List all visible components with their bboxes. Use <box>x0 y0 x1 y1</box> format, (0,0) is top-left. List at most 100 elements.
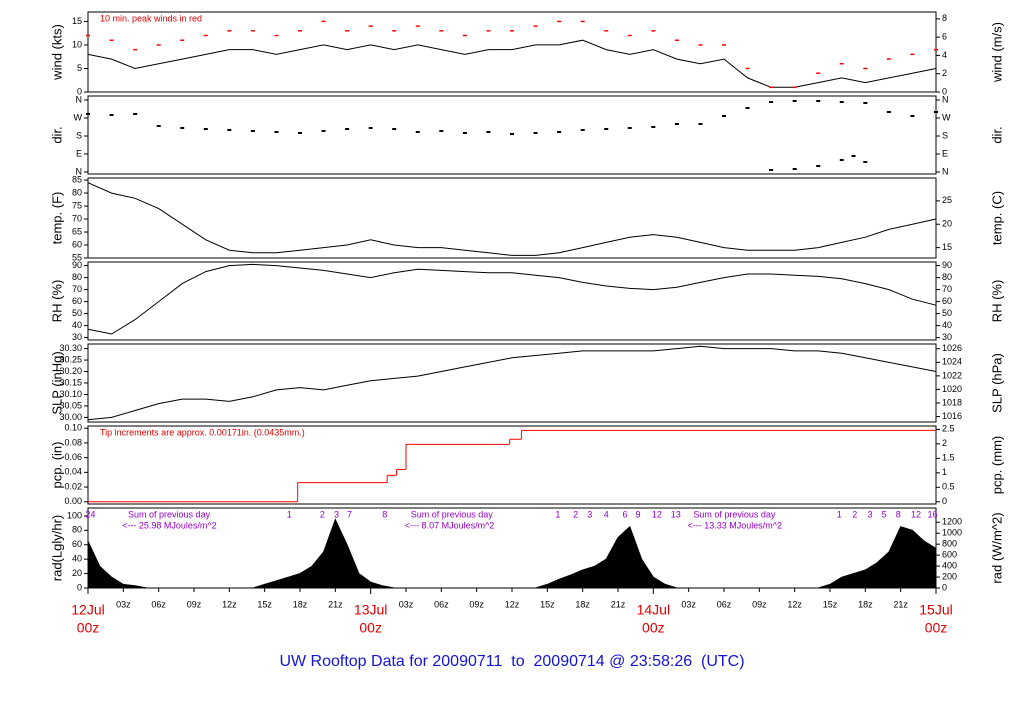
hour-marker: 12 <box>652 509 662 519</box>
y-axis-label: wind (kts) <box>49 24 64 81</box>
y2-tick-label: W <box>942 112 951 122</box>
y2-tick-label: 1 <box>942 467 947 477</box>
y-axis-label: RH (%) <box>49 280 64 323</box>
date-label: 14Jul <box>637 602 670 618</box>
y2-tick-label: 1022 <box>942 370 962 380</box>
dir-point <box>368 127 373 129</box>
y2-tick-label: 90 <box>942 260 952 270</box>
y2-axis-label: rad (W/m^2) <box>989 512 1004 583</box>
daily-sum-value: <--- 8.07 MJoules/m^2 <box>405 520 495 530</box>
time-label: 00z <box>925 620 948 636</box>
dir-point <box>180 127 185 129</box>
x-tick-label: 15z <box>257 599 272 609</box>
y2-tick-label: 800 <box>942 539 957 549</box>
panel-frame <box>87 11 937 93</box>
y2-tick-label: 0 <box>942 86 947 96</box>
y-tick-label: 40 <box>72 320 82 330</box>
dir-point <box>510 133 514 135</box>
y-tick-label: 30.25 <box>59 354 82 364</box>
y-tick-label: 5 <box>77 63 82 73</box>
y2-tick-label: 1026 <box>942 343 962 353</box>
y-tick-label: 30.05 <box>59 400 82 410</box>
y2-tick-label: 2.5 <box>942 424 955 434</box>
daily-sum-title: Sum of previous day <box>128 509 211 519</box>
y-tick-label: 15 <box>72 16 82 26</box>
y-tick-label: N <box>76 166 83 176</box>
y2-tick-label: 1024 <box>942 357 962 367</box>
x-tick-label: 18z <box>575 599 590 609</box>
hour-marker: 1 <box>837 509 842 519</box>
dir-point <box>863 161 868 163</box>
y-tick-label: 70 <box>72 213 82 223</box>
y-tick-label: 65 <box>72 226 82 236</box>
hour-marker: 1 <box>555 509 560 519</box>
y2-tick-label: 6 <box>942 32 947 42</box>
hour-marker: 3 <box>868 509 873 519</box>
dir-point <box>203 128 208 130</box>
time-label: 00z <box>77 620 100 636</box>
dir-point <box>769 169 774 171</box>
date-label: 13Jul <box>354 602 387 618</box>
date-label: 15Jul <box>919 602 952 618</box>
y2-tick-label: 4 <box>942 50 947 60</box>
x-tick-label: 03z <box>399 599 414 609</box>
y2-axis-label: temp. (C) <box>989 191 1004 245</box>
y-tick-label: 80 <box>72 525 82 535</box>
y2-tick-label: N <box>942 166 949 176</box>
dir-point <box>651 126 656 128</box>
dir-point <box>839 159 844 161</box>
x-tick-label: 21z <box>328 599 343 609</box>
x-tick-label: 15z <box>823 599 838 609</box>
y-tick-label: 60 <box>72 296 82 306</box>
y2-tick-label: 8 <box>942 13 947 23</box>
area-fill <box>88 519 936 588</box>
dir-point <box>627 127 632 129</box>
hour-marker: 3 <box>334 509 339 519</box>
dir-point <box>745 107 750 109</box>
dir-point <box>557 131 562 133</box>
x-tick-label: 21z <box>611 599 626 609</box>
x-tick-label: 15z <box>540 599 555 609</box>
y2-tick-label: 60 <box>942 296 952 306</box>
x-tick-label: 06z <box>151 599 166 609</box>
daily-sum-value: <--- 13.33 MJoules/m^2 <box>687 520 782 530</box>
dir-point <box>250 130 255 132</box>
y-tick-label: 85 <box>72 174 82 184</box>
x-tick-label: 21z <box>893 599 908 609</box>
dir-point <box>604 128 609 130</box>
y-tick-label: 30 <box>72 332 82 342</box>
data-line <box>87 263 937 335</box>
y-tick-label: 0.08 <box>64 437 82 447</box>
y2-tick-label: 1016 <box>942 411 962 421</box>
y-tick-label: 30.10 <box>59 389 82 399</box>
dir-point <box>674 123 679 125</box>
hour-marker: 2 <box>320 509 325 519</box>
y2-tick-label: S <box>942 130 948 140</box>
daily-sum-value: <--- 25.98 MJoules/m^2 <box>122 520 217 530</box>
dir-point <box>392 128 397 130</box>
hour-marker: 5 <box>882 509 887 519</box>
y2-tick-label: 0 <box>942 582 947 592</box>
dir-point <box>274 131 279 133</box>
y-tick-label: 100 <box>67 510 82 520</box>
dir-point <box>321 130 326 132</box>
hour-marker: 16 <box>927 509 937 519</box>
x-tick-label: 12z <box>787 599 802 609</box>
y-tick-label: 0.10 <box>64 423 82 433</box>
y-tick-label: 30.20 <box>59 366 82 376</box>
y2-tick-label: 1.5 <box>942 453 955 463</box>
dir-point <box>851 155 856 157</box>
hour-marker: 13 <box>671 509 681 519</box>
y2-tick-label: 50 <box>942 308 952 318</box>
dir-point <box>227 129 232 131</box>
hour-marker: 3 <box>587 509 592 519</box>
y-axis-label: pcp. (in) <box>49 442 64 489</box>
y2-tick-label: 15 <box>942 242 952 252</box>
y2-tick-label: 200 <box>942 571 957 581</box>
y-tick-label: W <box>74 112 83 122</box>
hour-marker: 1 <box>287 509 292 519</box>
data-line <box>87 182 937 256</box>
hour-marker: 24 <box>85 509 95 519</box>
